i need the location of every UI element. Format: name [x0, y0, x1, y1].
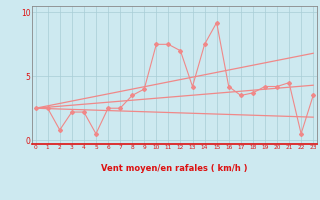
X-axis label: Vent moyen/en rafales ( km/h ): Vent moyen/en rafales ( km/h ) — [101, 164, 248, 173]
